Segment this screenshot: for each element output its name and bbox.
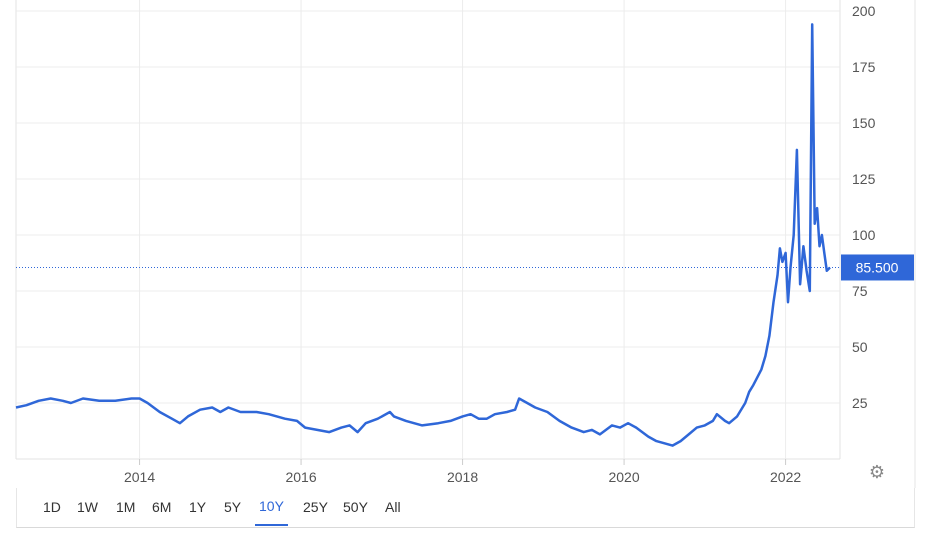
x-tick-label: 2014 xyxy=(124,469,155,485)
range-button-10y[interactable]: 10Y xyxy=(255,488,288,526)
y-tick-label: 75 xyxy=(852,283,868,299)
grid xyxy=(15,0,916,488)
y-axis: 200 175 150 125 100 75 50 25 xyxy=(852,3,876,411)
y-tick-label: 25 xyxy=(852,395,868,411)
range-button-5y[interactable]: 5Y xyxy=(220,488,245,526)
range-button-1d[interactable]: 1D xyxy=(39,488,65,526)
range-button-6m[interactable]: 6M xyxy=(148,488,175,526)
range-button-50y[interactable]: 50Y xyxy=(339,488,372,526)
y-tick-label: 100 xyxy=(852,227,876,243)
x-tick-label: 2018 xyxy=(447,469,478,485)
range-button-1w[interactable]: 1W xyxy=(73,488,102,526)
range-button-all[interactable]: All xyxy=(381,488,405,526)
gear-icon[interactable]: ⚙ xyxy=(868,462,886,482)
current-value-marker: 85.500 xyxy=(16,254,914,281)
y-tick-label: 125 xyxy=(852,171,876,187)
y-tick-label: 200 xyxy=(852,3,876,19)
range-button-1y[interactable]: 1Y xyxy=(185,488,210,526)
y-tick-label: 50 xyxy=(852,339,868,355)
current-value-badge xyxy=(841,254,914,281)
series xyxy=(15,23,831,447)
range-button-1m[interactable]: 1M xyxy=(112,488,139,526)
range-selector: 1D 1W 1M 6M 1Y 5Y 10Y 25Y 50Y All xyxy=(16,488,915,528)
x-tick-label: 2020 xyxy=(608,469,639,485)
x-tick-label: 2022 xyxy=(770,469,801,485)
series-line xyxy=(15,23,831,447)
x-axis: 2014 2016 2018 2020 2022 xyxy=(124,469,801,485)
x-tick-label: 2016 xyxy=(285,469,316,485)
range-button-25y[interactable]: 25Y xyxy=(299,488,332,526)
y-tick-label: 150 xyxy=(852,115,876,131)
y-tick-label: 175 xyxy=(852,59,876,75)
current-value-label: 85.500 xyxy=(856,259,899,275)
